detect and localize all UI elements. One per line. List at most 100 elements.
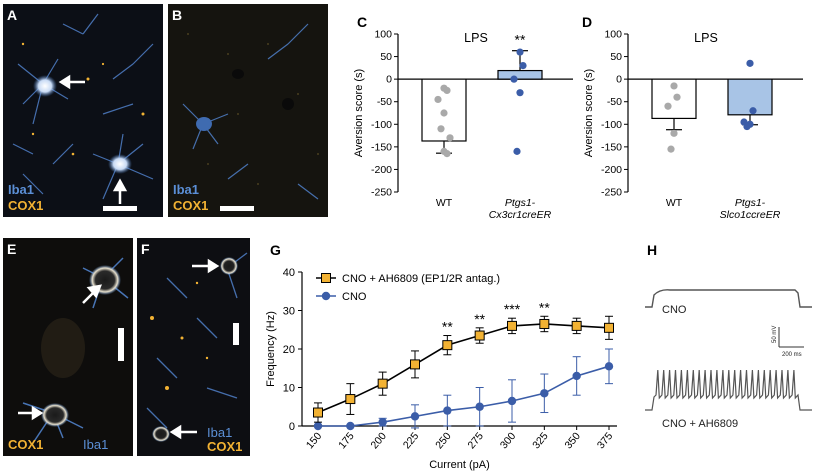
- y-axis-label: Frequency (Hz): [265, 311, 277, 387]
- y-tick-label: 20: [283, 344, 295, 356]
- legend-label: CNO + AH6809 (EP1/2R antag.): [342, 273, 500, 285]
- legend-label: CNO: [342, 291, 367, 303]
- scale-label-time: 200 ms: [782, 352, 802, 358]
- data-point: [440, 109, 448, 117]
- x-tick-label: 250: [433, 430, 454, 451]
- micrograph-e: [3, 238, 133, 456]
- y-tick-label: -200: [371, 164, 392, 176]
- x-tick-label: 350: [563, 430, 584, 451]
- x-tick-label: WT: [436, 197, 453, 209]
- x-tick-label: 325: [530, 430, 551, 451]
- y-tick-label: -50: [607, 96, 622, 108]
- y-tick-label: 0: [289, 421, 295, 433]
- panel-b-micrograph: B Iba1 COX1: [168, 4, 328, 217]
- data-point: [743, 122, 751, 131]
- data-point: [443, 150, 451, 158]
- data-point: [434, 95, 442, 104]
- data-point: [410, 412, 420, 421]
- x-tick-label: 200: [369, 430, 390, 451]
- y-tick-label: -50: [377, 96, 392, 108]
- y-tick-label: 30: [283, 306, 295, 318]
- data-point: [539, 318, 550, 329]
- panel-label: F: [141, 241, 150, 257]
- data-point: [475, 402, 484, 411]
- panel-label: C: [357, 14, 368, 30]
- stain-label-iba1: Iba1: [173, 182, 200, 197]
- scale-bar: [778, 327, 804, 348]
- x-tick-label: 225: [401, 430, 422, 451]
- data-point: [516, 48, 524, 56]
- panel-label: H: [647, 242, 658, 258]
- data-point: [442, 340, 453, 351]
- y-tick-label: -100: [371, 119, 392, 131]
- scale-bar: [103, 206, 137, 211]
- data-point: [377, 378, 388, 389]
- trace-label-cno-ah6809: CNO + AH6809: [662, 418, 738, 430]
- data-point: [664, 102, 672, 110]
- stain-label-iba1: Iba1: [8, 182, 35, 197]
- data-point: [443, 406, 452, 415]
- x-tick-label: Slco1ccreER: [720, 209, 781, 220]
- y-tick-label: -150: [371, 141, 392, 153]
- stain-label-iba1: Iba1: [83, 437, 109, 452]
- micrograph-f: [137, 238, 250, 456]
- y-tick-label: 0: [616, 74, 622, 86]
- y-tick-label: -150: [601, 141, 622, 153]
- data-point: [410, 359, 420, 370]
- panel-f-micrograph: F Iba1 COX1: [137, 238, 250, 456]
- y-tick-label: 100: [374, 29, 392, 41]
- data-point: [667, 145, 675, 153]
- data-point: [604, 362, 614, 371]
- y-tick-label: -250: [371, 187, 392, 199]
- data-point: [437, 125, 445, 133]
- x-tick-label: 150: [304, 430, 325, 451]
- y-tick-label: 0: [386, 74, 392, 86]
- stain-label-iba1: Iba1: [207, 425, 233, 440]
- x-tick-label: 175: [336, 430, 357, 451]
- data-point: [746, 59, 754, 67]
- data-point: [510, 75, 518, 83]
- scale-bar: [118, 328, 124, 361]
- panel-label: A: [7, 7, 18, 23]
- x-tick-label: 375: [595, 430, 616, 451]
- stain-label-cox1: COX1: [173, 198, 209, 213]
- trace-cno-ah6809: [645, 369, 812, 411]
- data-point: [313, 407, 323, 418]
- significance-label: **: [539, 299, 550, 315]
- x-axis-label: Current (pA): [429, 459, 490, 471]
- data-point: [540, 389, 549, 398]
- y-tick-label: 50: [380, 51, 392, 63]
- data-point: [670, 129, 678, 137]
- y-tick-label: -200: [601, 164, 622, 176]
- data-point: [378, 417, 387, 427]
- panel-label: G: [270, 242, 281, 258]
- data-point: [313, 421, 323, 431]
- series-line: [318, 365, 610, 427]
- scale-bar: [220, 206, 254, 211]
- micrograph-b: [168, 4, 328, 217]
- y-tick-label: -250: [601, 187, 622, 199]
- panel-label: B: [172, 7, 183, 23]
- data-point: [749, 107, 757, 115]
- stain-label-cox1: COX1: [8, 198, 44, 213]
- data-point: [670, 82, 678, 90]
- y-tick-label: 50: [610, 51, 622, 63]
- arrow-icon: [18, 284, 102, 421]
- trace-panel-h: CNO 50 mV 200 ms CNO + AH6809: [645, 289, 812, 430]
- data-point: [673, 93, 681, 101]
- significance-label: **: [442, 319, 453, 335]
- panel-e-micrograph: E COX1 Iba1: [3, 238, 133, 456]
- chart-g: 0 10 20 30 40 150 175 200 225 250 275 300 325 350 375 C…: [265, 267, 617, 471]
- legend-marker: [321, 273, 331, 283]
- y-tick-label: -100: [601, 119, 622, 131]
- stain-label-cox1: COX1: [207, 439, 243, 454]
- x-tick-label: Ptgs1-: [735, 197, 766, 209]
- bar: [497, 69, 543, 80]
- scale-label-voltage: 50 mV: [772, 326, 778, 343]
- chart-title: LPS: [694, 31, 718, 45]
- panel-a-micrograph: A Iba1 COX1: [3, 4, 163, 217]
- y-tick-label: 40: [283, 267, 295, 279]
- data-point: [513, 147, 521, 155]
- panel-label: D: [582, 14, 593, 30]
- data-point: [507, 396, 517, 406]
